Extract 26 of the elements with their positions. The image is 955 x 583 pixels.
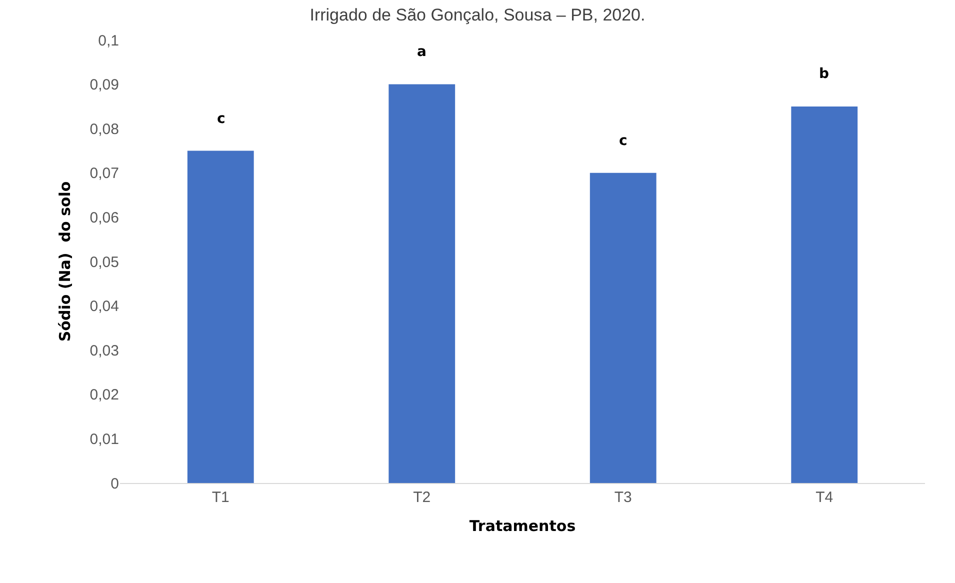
y-tick-label: 0	[110, 475, 119, 492]
y-tick-label: 0,01	[90, 430, 119, 448]
x-tick-label: T3	[614, 489, 632, 506]
y-tick-label: 0,1	[98, 32, 119, 50]
x-tick-label: T4	[816, 489, 834, 506]
y-tick-label: 0,06	[90, 209, 119, 226]
annotation: c	[217, 111, 226, 127]
bar	[791, 106, 858, 483]
y-tick-label: 0,02	[90, 386, 119, 404]
bar	[187, 150, 254, 483]
y-tick-label: 0,04	[90, 298, 119, 316]
bar	[388, 84, 456, 483]
annotation: a	[417, 44, 426, 60]
x-axis-title: Tratamentos	[469, 517, 576, 535]
annotation: c	[619, 133, 628, 149]
x-tick-label: T1	[212, 489, 230, 506]
annotation: b	[819, 66, 830, 82]
y-tick-label: 0,05	[90, 254, 119, 271]
chart-title: Irrigado de São Gonçalo, Sousa – PB, 2020.	[310, 6, 646, 25]
y-tick-label: 0,03	[90, 342, 119, 360]
y-tick-label: 0,07	[90, 165, 119, 182]
bar	[590, 172, 656, 483]
y-tick-label: 0,09	[90, 76, 119, 94]
y-tick-label: 0,08	[90, 120, 119, 138]
y-axis-title: Sódio (Na) do solo	[56, 181, 74, 342]
x-tick-label: T2	[413, 489, 431, 506]
